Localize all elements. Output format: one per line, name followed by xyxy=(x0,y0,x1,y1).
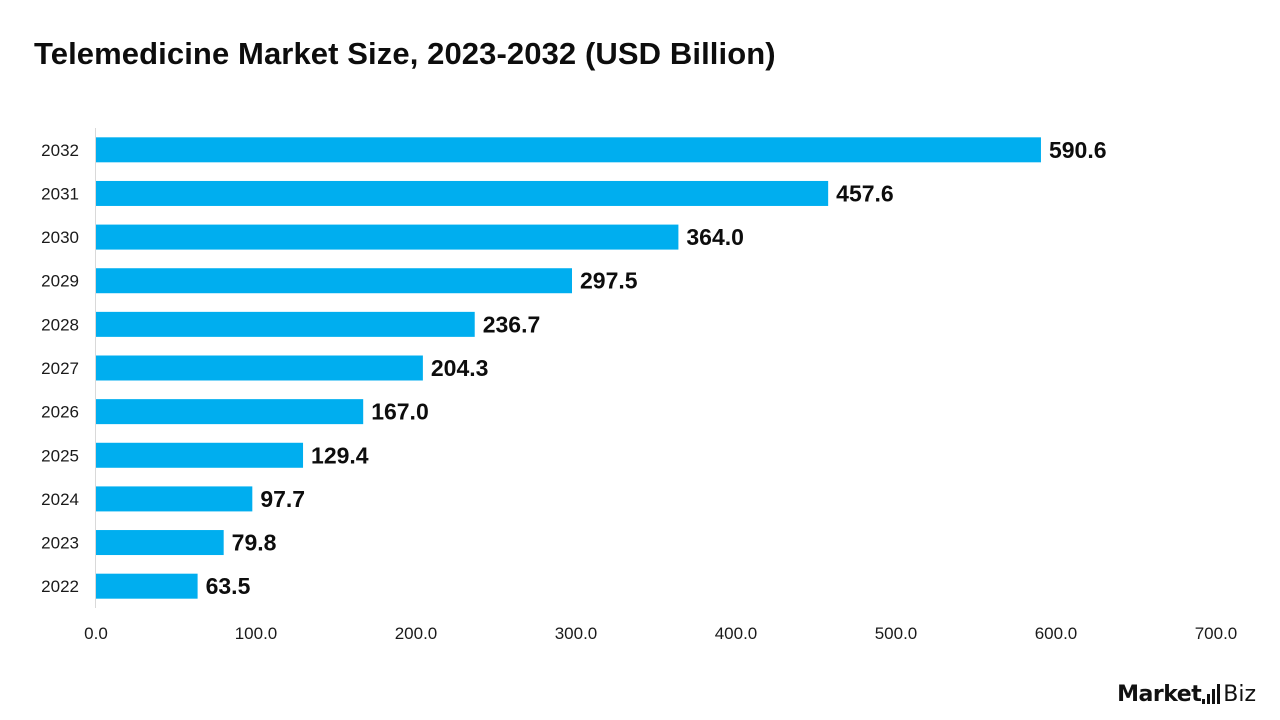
y-tick-label: 2028 xyxy=(41,315,79,334)
y-tick-label: 2023 xyxy=(41,534,79,553)
x-tick-label: 300.0 xyxy=(555,624,598,643)
y-tick-label: 2024 xyxy=(41,490,79,509)
data-label: 204.3 xyxy=(431,355,489,381)
bar xyxy=(96,137,1041,163)
data-label: 457.6 xyxy=(836,180,894,206)
bar xyxy=(96,311,475,337)
bar xyxy=(96,180,829,206)
y-tick-label: 2022 xyxy=(41,577,79,596)
bar xyxy=(96,224,679,250)
data-label: 364.0 xyxy=(686,224,744,250)
x-tick-label: 600.0 xyxy=(1035,624,1078,643)
y-tick-label: 2030 xyxy=(41,228,79,247)
bar xyxy=(96,399,364,425)
bar-signal-icon xyxy=(1202,684,1221,704)
brand-name-market: Market xyxy=(1117,682,1202,707)
bar xyxy=(96,355,423,381)
y-tick-label: 2027 xyxy=(41,359,79,378)
brand-logo: Market Biz xyxy=(1117,682,1256,706)
y-tick-label: 2032 xyxy=(41,141,79,160)
data-label: 236.7 xyxy=(483,311,541,337)
x-tick-label: 700.0 xyxy=(1195,624,1238,643)
data-label: 79.8 xyxy=(232,530,277,556)
data-label: 129.4 xyxy=(311,442,369,468)
bar xyxy=(96,573,198,599)
bar xyxy=(96,530,224,556)
chart-title: Telemedicine Market Size, 2023-2032 (USD… xyxy=(34,36,776,71)
brand-name-biz: Biz xyxy=(1223,682,1256,707)
x-tick-label: 400.0 xyxy=(715,624,758,643)
y-tick-label: 2029 xyxy=(41,272,79,291)
bar xyxy=(96,442,304,468)
x-tick-label: 500.0 xyxy=(875,624,918,643)
bar xyxy=(96,268,572,294)
data-label: 97.7 xyxy=(260,486,305,512)
x-tick-label: 200.0 xyxy=(395,624,438,643)
y-tick-label: 2025 xyxy=(41,446,79,465)
data-label: 167.0 xyxy=(371,399,429,425)
x-tick-label: 100.0 xyxy=(235,624,278,643)
bar xyxy=(96,486,253,512)
data-label: 590.6 xyxy=(1049,137,1107,163)
data-label: 297.5 xyxy=(580,268,638,294)
data-label: 63.5 xyxy=(206,573,251,599)
x-tick-label: 0.0 xyxy=(84,624,108,643)
y-tick-label: 2026 xyxy=(41,403,79,422)
y-tick-label: 2031 xyxy=(41,184,79,203)
